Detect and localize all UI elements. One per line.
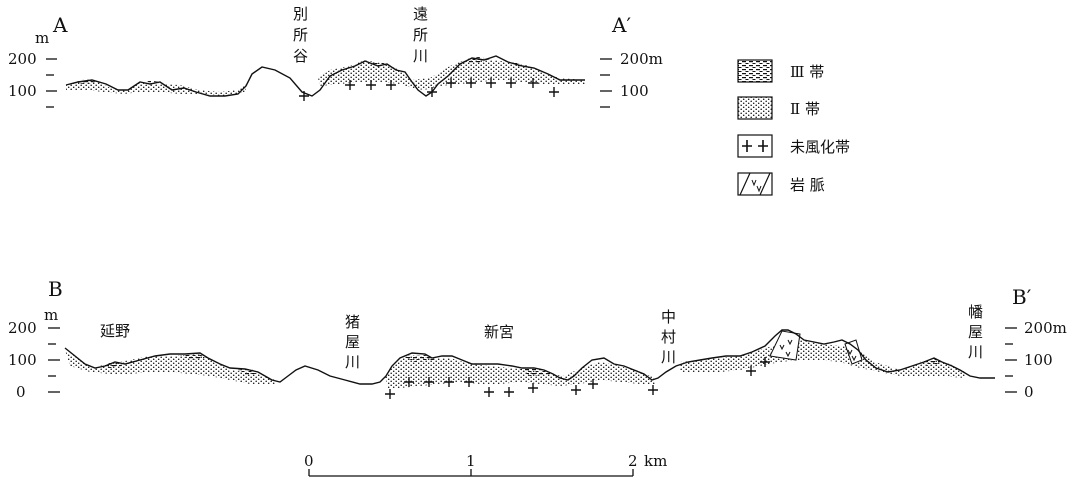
scale-bar: 0 1 2 km — [304, 452, 667, 477]
section-b-right-top-label: 200m — [1024, 319, 1067, 337]
place-nakamura-gawa: 中 村 川 — [661, 308, 676, 366]
place-char: 谷 — [293, 47, 308, 65]
section-b-right-bottom-label: 0 — [1024, 383, 1034, 401]
section-b-zone-ii — [65, 350, 275, 384]
place-nobeno: 延野 — [100, 322, 130, 340]
place-char: 屋 — [345, 333, 360, 351]
section-a-right-bottom-label: 100 — [620, 82, 649, 100]
section-a-start-label: A — [52, 13, 68, 37]
section-b-zone-ii-c — [680, 340, 965, 378]
section-b-unweathered-crosses — [385, 357, 770, 399]
section-b-left-bottom-value: 0 — [16, 383, 26, 401]
section-b-start-label: B — [48, 277, 63, 301]
place-char: 所 — [413, 26, 428, 44]
scale-label-1: 1 — [466, 452, 476, 470]
legend-label: Ⅲ 帯 — [790, 63, 824, 81]
legend-label: Ⅱ 帯 — [790, 100, 820, 118]
legend-label: 未風化帯 — [790, 138, 850, 156]
section-a-zone-ii — [66, 80, 246, 96]
section-b-zone-iii — [100, 354, 942, 376]
place-char: 別 — [293, 5, 308, 23]
place-shingu: 新宮 — [484, 323, 514, 341]
section-a-profile-line — [65, 55, 585, 97]
legend-item-zone-iii: Ⅲ 帯 — [737, 59, 824, 83]
section-b-dikes — [769, 330, 863, 365]
section-a-left-bottom-value: 100 — [8, 82, 37, 100]
legend-item-unweathered: 未風化帯 — [737, 134, 850, 158]
place-inoya-gawa: 猪 屋 川 — [345, 313, 360, 371]
section-a-left-unit: m — [35, 29, 49, 47]
section-a-unweathered-crosses — [299, 78, 559, 101]
place-bessho-dani: 別 所 谷 — [293, 5, 308, 65]
place-char: 屋 — [968, 323, 983, 341]
legend-item-zone-ii: Ⅱ 帯 — [737, 96, 820, 120]
legend-label: 岩 脈 — [790, 176, 825, 194]
section-a-end-label: A′ — [611, 13, 631, 37]
place-char: 遠 — [413, 5, 428, 23]
place-tokoro-gawa: 遠 所 川 — [413, 5, 428, 65]
place-char: 村 — [661, 328, 676, 346]
section-b-right-mid-label: 100 — [1024, 351, 1053, 369]
place-char: 川 — [968, 343, 983, 361]
scale-label-0: 0 — [304, 452, 314, 470]
place-hataya-gawa: 幡 屋 川 — [968, 303, 983, 361]
place-char: 川 — [345, 353, 360, 371]
section-a-right-top-label: 200m — [620, 50, 663, 68]
place-char: 川 — [413, 47, 428, 65]
section-b-profile-line — [64, 329, 995, 385]
place-char: 幡 — [968, 303, 983, 321]
section-b-end-label: B′ — [1012, 285, 1032, 309]
section-b-left-top-value: 200 — [8, 319, 37, 337]
section-b-left-mid-value: 100 — [8, 351, 37, 369]
scale-label-2: 2 — [628, 452, 638, 470]
legend-item-dike: 岩 脈 — [737, 172, 825, 196]
section-b-left-axis: m 200 100 0 — [8, 306, 60, 401]
section-b-right-axis: 200m 100 0 — [1005, 319, 1067, 401]
section-a: A A′ m 200 100 200m 100 — [8, 5, 663, 108]
section-b: B B′ m 200 100 0 200m 100 0 — [8, 277, 1067, 401]
place-char: 川 — [661, 348, 676, 366]
section-b-left-unit: m — [44, 306, 58, 324]
place-char: 猪 — [345, 313, 360, 331]
place-char: 所 — [293, 26, 308, 44]
section-a-left-top-value: 200 — [8, 50, 37, 68]
section-a-left-axis: m 200 100 — [8, 29, 57, 108]
section-a-right-axis: 200m 100 — [600, 50, 663, 108]
place-char: 中 — [661, 308, 676, 326]
section-b-zone-ii-b — [385, 355, 655, 388]
scale-unit: km — [644, 452, 667, 470]
legend: Ⅲ 帯 Ⅱ 帯 未風化帯 岩 脈 — [737, 59, 850, 196]
